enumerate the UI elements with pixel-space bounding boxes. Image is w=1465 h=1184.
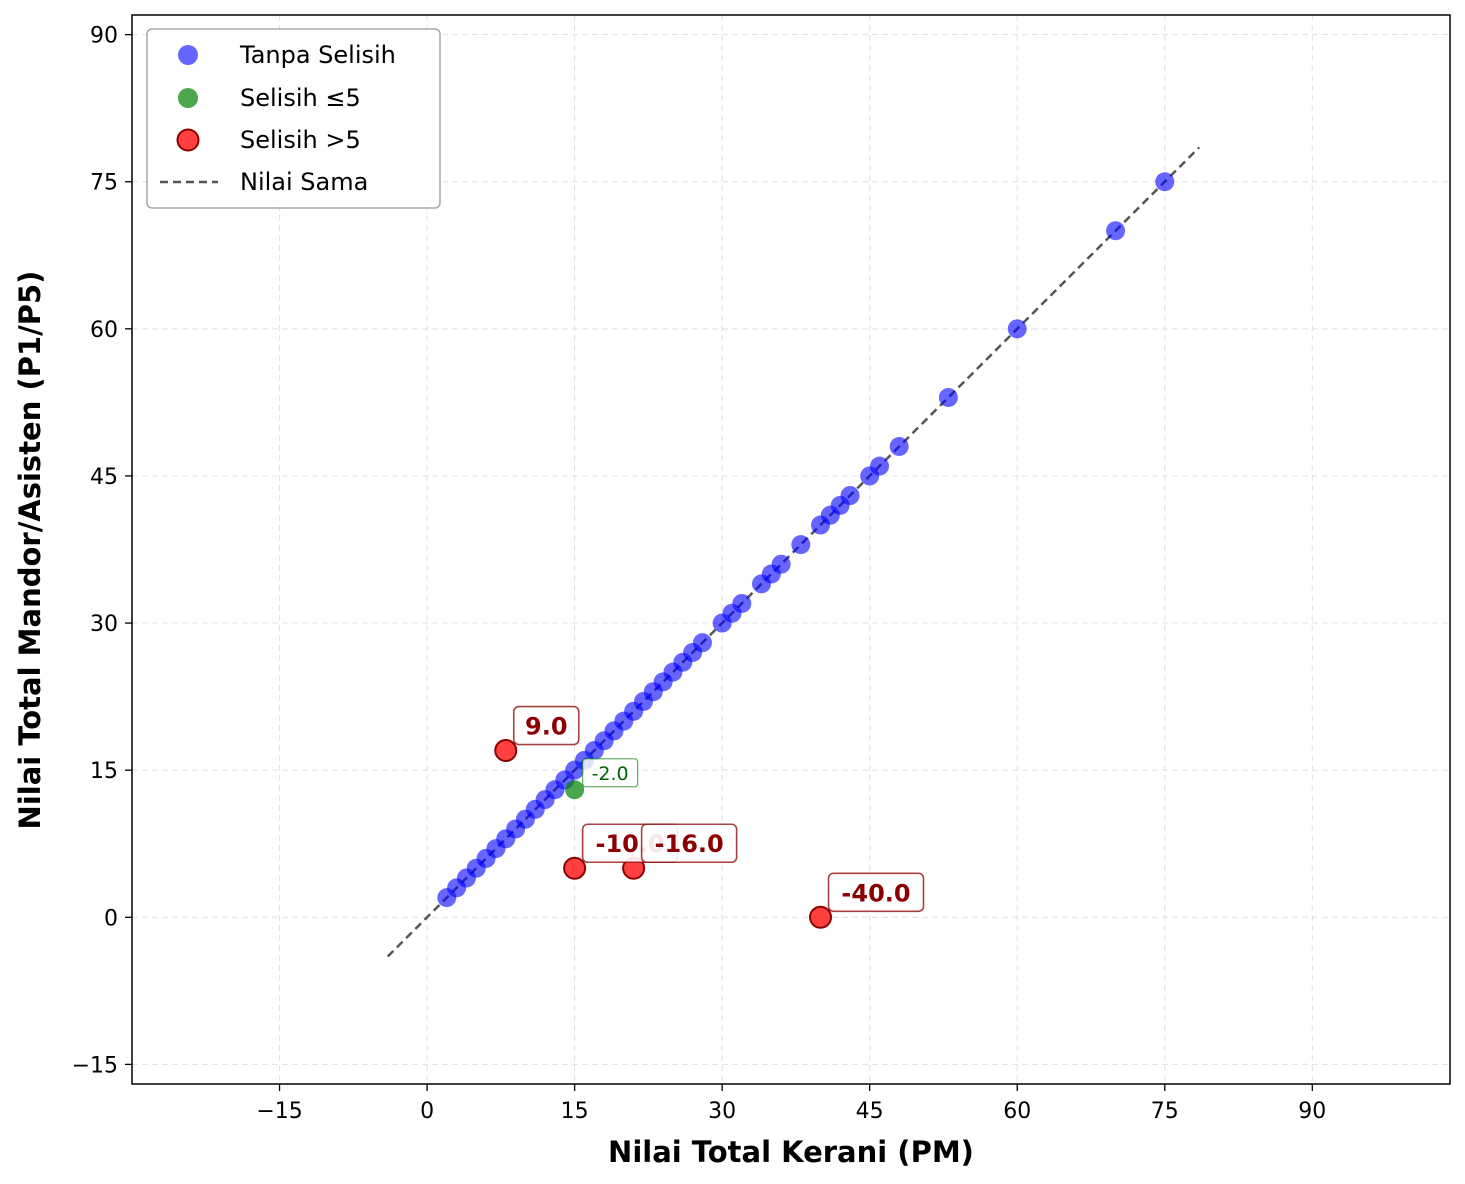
annotation-box-selisih-besar [827,872,925,913]
point-tanpa-selisih [938,387,958,407]
x-tick-label: 45 [856,1099,884,1124]
point-selisih-besar [809,905,833,929]
legend-marker-tanpa-selisih [178,45,198,65]
x-tick-label: 30 [708,1099,736,1124]
x-tick-label: 60 [1003,1099,1031,1124]
points-layer [437,172,1175,929]
legend-label-selisih-besar: Selisih >5 [240,126,361,154]
legend-marker-selisih-besar [176,128,200,152]
point-selisih-kecil [565,780,585,800]
legend-label-nilai-sama: Nilai Sama [240,168,368,196]
annotation-box-selisih-besar [640,823,738,864]
legend-frame [146,28,441,209]
point-tanpa-selisih [771,554,791,574]
annotations-layer: -2.09.0-10.0-16.0-40.0 [512,705,925,913]
legend-label-tanpa-selisih: Tanpa Selisih [239,41,396,69]
y-tick-label: −15 [72,1053,118,1078]
legend: Tanpa Selisih Selisih ≤5 Selisih >5 Nila… [146,28,441,209]
x-tick-label: 15 [561,1099,589,1124]
point-tanpa-selisih [870,456,890,476]
y-tick-label: 60 [90,318,118,343]
reference-line-layer [386,146,1201,958]
plot-frame [131,14,1451,1085]
annotation-label-selisih-besar: 9.0 [525,713,568,741]
point-tanpa-selisih [1155,172,1175,192]
point-tanpa-selisih [791,535,811,555]
annotation-label-selisih-kecil: -2.0 [592,763,629,785]
y-tick-label: 45 [90,465,118,490]
point-tanpa-selisih [732,593,752,613]
x-tick-label: 90 [1298,1099,1326,1124]
annotation-label-selisih-besar: -16.0 [655,830,724,858]
point-tanpa-selisih [1007,319,1027,339]
y-axis-title: Nilai Total Mandor/Asisten (P1/P5) [13,271,47,830]
point-selisih-besar [494,739,518,763]
point-tanpa-selisih [840,486,860,506]
y-tick-label: 0 [104,906,118,931]
annotation-box-selisih-kecil [581,758,639,788]
legend-label-selisih-kecil: Selisih ≤5 [240,84,361,112]
point-tanpa-selisih [1106,221,1126,241]
point-tanpa-selisih [692,633,712,653]
legend-marker-selisih-kecil [178,88,198,108]
x-tick-label: −15 [256,1099,302,1124]
point-tanpa-selisih [889,437,909,457]
reference-line-nilai-sama [386,146,1201,958]
x-axis-title: Nilai Total Kerani (PM) [608,1135,974,1169]
y-tick-label: 90 [90,24,118,49]
point-selisih-besar [563,856,587,880]
x-tick-label: 0 [420,1099,434,1124]
annotation-box-selisih-besar [512,705,580,746]
ticks-layer: −15 0 15 30 45 60 75 90 −15 0 15 30 45 60 75 90 [72,24,1327,1124]
y-tick-label: 15 [90,759,118,784]
x-tick-label: 75 [1151,1099,1179,1124]
y-tick-label: 30 [90,612,118,637]
y-tick-label: 75 [90,171,118,196]
annotation-label-selisih-besar: -40.0 [841,879,910,907]
